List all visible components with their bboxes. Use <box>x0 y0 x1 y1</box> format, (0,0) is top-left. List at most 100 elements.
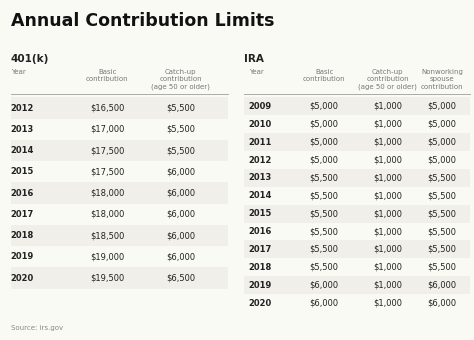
Text: 2015: 2015 <box>249 209 272 218</box>
Text: 2010: 2010 <box>249 120 272 129</box>
Text: 2014: 2014 <box>249 191 272 200</box>
FancyBboxPatch shape <box>244 258 470 276</box>
Text: 2020: 2020 <box>11 274 34 283</box>
Text: $1,000: $1,000 <box>374 191 402 200</box>
Text: $5,000: $5,000 <box>428 120 456 129</box>
Text: $1,000: $1,000 <box>374 120 402 129</box>
FancyBboxPatch shape <box>11 119 228 140</box>
Text: Source: irs.gov: Source: irs.gov <box>11 325 63 331</box>
Text: 2009: 2009 <box>249 102 272 111</box>
Text: $6,000: $6,000 <box>310 280 339 290</box>
Text: $6,500: $6,500 <box>166 274 195 283</box>
Text: 2016: 2016 <box>249 227 272 236</box>
Text: $1,000: $1,000 <box>374 173 402 183</box>
Text: $17,500: $17,500 <box>90 146 125 155</box>
Text: $5,500: $5,500 <box>428 245 456 254</box>
Text: 2013: 2013 <box>249 173 272 183</box>
Text: $5,500: $5,500 <box>428 263 456 272</box>
Text: Basic
contribution: Basic contribution <box>303 69 346 82</box>
Text: $5,500: $5,500 <box>310 245 339 254</box>
Text: $5,500: $5,500 <box>310 209 339 218</box>
Text: $19,500: $19,500 <box>90 274 125 283</box>
FancyBboxPatch shape <box>11 246 228 268</box>
Text: 2012: 2012 <box>249 156 272 165</box>
Text: $18,000: $18,000 <box>90 210 125 219</box>
Text: $6,000: $6,000 <box>310 299 339 308</box>
FancyBboxPatch shape <box>11 268 228 289</box>
Text: IRA: IRA <box>244 54 264 64</box>
FancyBboxPatch shape <box>11 183 228 204</box>
Text: $5,500: $5,500 <box>428 227 456 236</box>
Text: 2016: 2016 <box>11 189 34 198</box>
Text: 2012: 2012 <box>11 104 34 113</box>
FancyBboxPatch shape <box>11 161 228 183</box>
FancyBboxPatch shape <box>244 169 470 187</box>
Text: $5,000: $5,000 <box>428 138 456 147</box>
Text: $6,000: $6,000 <box>166 231 195 240</box>
Text: $5,000: $5,000 <box>310 138 339 147</box>
FancyBboxPatch shape <box>244 240 470 258</box>
Text: Catch-up
contribution
(age 50 or older): Catch-up contribution (age 50 or older) <box>151 69 210 90</box>
Text: Basic
contribution: Basic contribution <box>86 69 129 82</box>
Text: $17,000: $17,000 <box>90 125 125 134</box>
FancyBboxPatch shape <box>244 205 470 223</box>
Text: 2011: 2011 <box>249 138 272 147</box>
FancyBboxPatch shape <box>11 204 228 225</box>
Text: Nonworking
spouse
contribution: Nonworking spouse contribution <box>420 69 463 90</box>
Text: $1,000: $1,000 <box>374 156 402 165</box>
Text: $5,000: $5,000 <box>310 102 339 111</box>
Text: $1,000: $1,000 <box>374 138 402 147</box>
FancyBboxPatch shape <box>244 187 470 205</box>
Text: $1,000: $1,000 <box>374 299 402 308</box>
FancyBboxPatch shape <box>244 223 470 240</box>
Text: $6,000: $6,000 <box>428 299 456 308</box>
FancyBboxPatch shape <box>11 225 228 246</box>
Text: 2018: 2018 <box>11 231 34 240</box>
FancyBboxPatch shape <box>244 294 470 312</box>
Text: $6,000: $6,000 <box>428 280 456 290</box>
FancyBboxPatch shape <box>244 276 470 294</box>
Text: 2015: 2015 <box>11 167 34 176</box>
Text: $5,000: $5,000 <box>428 156 456 165</box>
Text: $5,500: $5,500 <box>310 227 339 236</box>
Text: $19,000: $19,000 <box>90 252 125 261</box>
Text: 2014: 2014 <box>11 146 34 155</box>
Text: 2017: 2017 <box>249 245 272 254</box>
Text: $1,000: $1,000 <box>374 102 402 111</box>
FancyBboxPatch shape <box>244 151 470 169</box>
Text: $6,000: $6,000 <box>166 167 195 176</box>
FancyBboxPatch shape <box>11 98 228 119</box>
Text: $18,000: $18,000 <box>90 189 125 198</box>
Text: $1,000: $1,000 <box>374 245 402 254</box>
Text: $1,000: $1,000 <box>374 263 402 272</box>
Text: $5,000: $5,000 <box>428 102 456 111</box>
Text: $5,500: $5,500 <box>166 104 195 113</box>
Text: $6,000: $6,000 <box>166 189 195 198</box>
Text: 2018: 2018 <box>249 263 272 272</box>
Text: $1,000: $1,000 <box>374 227 402 236</box>
Text: Year: Year <box>249 69 264 75</box>
Text: 2013: 2013 <box>11 125 34 134</box>
Text: $5,500: $5,500 <box>428 191 456 200</box>
Text: 2019: 2019 <box>249 280 272 290</box>
FancyBboxPatch shape <box>11 140 228 161</box>
FancyBboxPatch shape <box>244 133 470 151</box>
Text: $1,000: $1,000 <box>374 209 402 218</box>
Text: $5,500: $5,500 <box>310 263 339 272</box>
Text: $5,500: $5,500 <box>166 125 195 134</box>
Text: Catch-up
contribution
(age 50 or older): Catch-up contribution (age 50 or older) <box>358 69 417 90</box>
Text: Annual Contribution Limits: Annual Contribution Limits <box>11 12 274 30</box>
Text: 2017: 2017 <box>11 210 34 219</box>
Text: $5,500: $5,500 <box>428 173 456 183</box>
Text: $5,000: $5,000 <box>310 156 339 165</box>
Text: $5,500: $5,500 <box>166 146 195 155</box>
Text: 2020: 2020 <box>249 299 272 308</box>
Text: $1,000: $1,000 <box>374 280 402 290</box>
Text: $6,000: $6,000 <box>166 210 195 219</box>
Text: Year: Year <box>11 69 26 75</box>
Text: $5,500: $5,500 <box>310 191 339 200</box>
Text: $18,500: $18,500 <box>90 231 125 240</box>
FancyBboxPatch shape <box>244 98 470 115</box>
Text: $5,500: $5,500 <box>428 209 456 218</box>
Text: 401(k): 401(k) <box>11 54 49 64</box>
